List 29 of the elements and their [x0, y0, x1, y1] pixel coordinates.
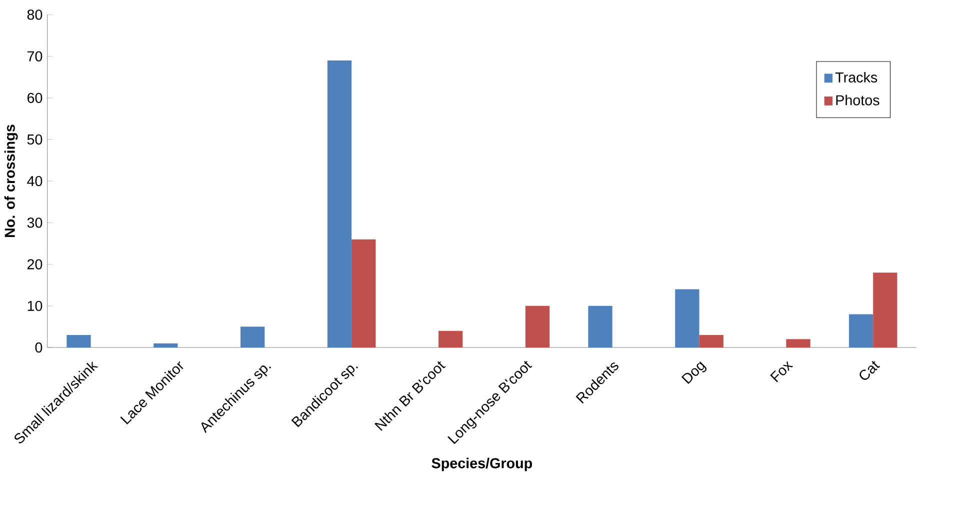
bar — [240, 326, 265, 348]
y-tick-label: 50 — [27, 134, 42, 145]
bar — [588, 306, 612, 348]
legend-label: Photos — [836, 94, 880, 106]
legend-label: Tracks — [835, 72, 878, 83]
x-axis-title: Species/Group — [432, 458, 532, 472]
y-tick-label: 60 — [27, 92, 42, 104]
y-tick-label: 80 — [27, 10, 42, 20]
bar — [352, 239, 376, 348]
bar — [438, 330, 463, 348]
bar — [786, 339, 810, 348]
x-tick-label: Fox — [770, 361, 794, 382]
bar — [66, 335, 91, 348]
y-tick-label: 10 — [28, 300, 42, 312]
y-tick-label: 0 — [35, 342, 42, 353]
bar — [873, 272, 898, 348]
x-tick-label: Dog — [681, 362, 707, 384]
y-tick-label: 70 — [27, 51, 42, 62]
y-tick-label: 20 — [27, 259, 42, 270]
bar — [848, 314, 874, 348]
bar — [699, 335, 724, 348]
bar — [675, 289, 700, 348]
y-axis-title: No. of crossings — [4, 124, 18, 238]
x-tick-label: Cat — [860, 361, 880, 380]
y-tick-label: 30 — [27, 218, 42, 228]
y-tick-label: 40 — [27, 176, 42, 186]
bar — [154, 343, 178, 348]
bar — [327, 60, 352, 348]
bar — [525, 306, 550, 348]
